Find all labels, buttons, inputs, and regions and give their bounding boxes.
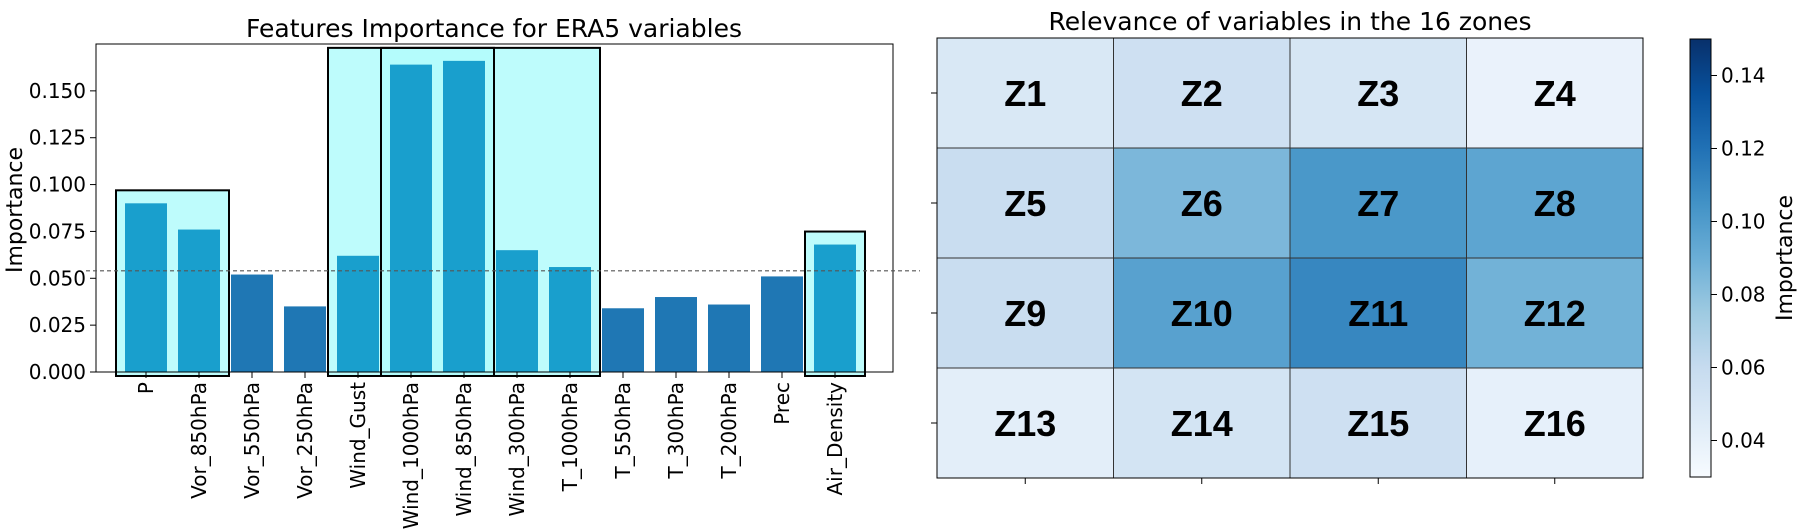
x-tick-label: Wind_850hPa bbox=[452, 382, 476, 517]
heatmap-cells: Z1 Z2 Z3 Z4 Z5 Z6 Z7 Z8 Z9 Z10 Z11 Z12 Z13 Z14 Z15 Z16 bbox=[936, 37, 1644, 479]
heatmap-cell bbox=[1466, 37, 1644, 149]
x-tick-label: Wind_Gust bbox=[346, 382, 370, 489]
zone-label: Z9 bbox=[1004, 293, 1046, 334]
zone-label: Z1 bbox=[1004, 73, 1046, 114]
highlight-box-border bbox=[380, 46, 495, 378]
bar bbox=[231, 274, 273, 372]
colorbar-tick-label: 0.06 bbox=[1721, 356, 1766, 380]
bar-chart-y-axis-label: Importance bbox=[3, 147, 28, 273]
bar bbox=[708, 304, 750, 372]
heatmap-cell bbox=[1289, 367, 1467, 479]
bar-chart-title: Features Importance for ERA5 variables bbox=[246, 14, 742, 43]
x-tick-label: T_550hPa bbox=[611, 382, 635, 479]
colorbar-tick-label: 0.08 bbox=[1721, 283, 1766, 307]
zone-label: Z4 bbox=[1534, 73, 1576, 114]
colorbar-tick-label: 0.14 bbox=[1721, 64, 1766, 88]
x-tick-label: T_1000hPa bbox=[558, 382, 582, 492]
heatmap-cell bbox=[1113, 37, 1291, 149]
colorbar-tick-label: 0.12 bbox=[1721, 137, 1766, 161]
y-tick-label: 0.000 bbox=[29, 360, 86, 384]
zone-label: Z2 bbox=[1181, 73, 1223, 114]
highlight-box-border bbox=[804, 230, 866, 377]
bar bbox=[549, 267, 591, 372]
x-tick-label: Vor_850hPa bbox=[187, 382, 211, 499]
heatmap-cell bbox=[1466, 257, 1644, 369]
heatmap-cell bbox=[1466, 367, 1644, 479]
bar bbox=[496, 250, 538, 372]
bar bbox=[390, 64, 432, 373]
colorbar-tick-label: 0.04 bbox=[1721, 429, 1766, 453]
heatmap-chart: Relevance of variables in the 16 zones Z… bbox=[931, 7, 1644, 484]
zone-label: Z12 bbox=[1524, 293, 1586, 334]
bar bbox=[178, 229, 220, 372]
colorbar: 0.04 0.06 0.08 0.10 0.12 0.14 Importance bbox=[1689, 38, 1798, 478]
heatmap-ticks bbox=[931, 92, 1556, 484]
x-tick-label: Wind_1000hPa bbox=[399, 382, 423, 529]
bar bbox=[443, 60, 485, 373]
colorbar-tick-label: 0.10 bbox=[1721, 210, 1766, 234]
bars bbox=[125, 60, 856, 373]
bar bbox=[655, 297, 697, 372]
x-tick-label: T_300hPa bbox=[664, 382, 688, 479]
zone-label: Z6 bbox=[1181, 183, 1223, 224]
heatmap-title: Relevance of variables in the 16 zones bbox=[1049, 7, 1532, 36]
highlight-box-border bbox=[115, 189, 230, 377]
bar bbox=[125, 203, 167, 372]
y-tick-label: 0.050 bbox=[29, 266, 86, 290]
x-tick-label: Vor_250hPa bbox=[293, 382, 317, 499]
heatmap-cell bbox=[1113, 147, 1291, 259]
colorbar-label: Importance bbox=[1773, 195, 1798, 321]
heatmap-cell bbox=[936, 257, 1114, 369]
y-tick-label: 0.075 bbox=[29, 219, 86, 243]
x-tick-label: Prec bbox=[770, 382, 794, 425]
bar bbox=[602, 308, 644, 372]
y-tick-label: 0.100 bbox=[29, 173, 86, 197]
zone-label: Z16 bbox=[1524, 403, 1586, 444]
heatmap-cell bbox=[1113, 257, 1291, 369]
heatmap-cell bbox=[936, 37, 1114, 149]
y-tick-label: 0.025 bbox=[29, 313, 86, 337]
colorbar-ticks: 0.04 0.06 0.08 0.10 0.12 0.14 bbox=[1711, 64, 1766, 453]
bar bbox=[761, 276, 803, 372]
x-tick-label: Vor_550hPa bbox=[240, 382, 264, 499]
bar bbox=[337, 255, 379, 372]
heatmap-cell bbox=[1466, 147, 1644, 259]
x-tick-label: Wind_300hPa bbox=[505, 382, 529, 517]
zone-label: Z3 bbox=[1357, 73, 1399, 114]
x-axis-ticks: P Vor_850hPa Vor_550hPa Vor_250hPa Wind_Gust… bbox=[134, 372, 847, 529]
zone-label: Z15 bbox=[1347, 403, 1409, 444]
y-axis-ticks: 0.000 0.025 0.050 0.075 0.100 0.125 0.150 bbox=[29, 79, 96, 384]
zone-label: Z14 bbox=[1171, 403, 1233, 444]
zone-label: Z8 bbox=[1534, 183, 1576, 224]
zone-label: Z10 bbox=[1171, 293, 1233, 334]
heatmap-frame bbox=[936, 37, 1644, 479]
x-tick-label: Air_Density bbox=[823, 382, 847, 496]
bar bbox=[814, 244, 856, 372]
y-tick-label: 0.125 bbox=[29, 126, 86, 150]
x-tick-label: P bbox=[134, 382, 158, 394]
zone-label: Z13 bbox=[994, 403, 1056, 444]
y-tick-label: 0.150 bbox=[29, 79, 86, 103]
zone-label: Z11 bbox=[1348, 293, 1408, 334]
zone-label: Z7 bbox=[1357, 183, 1399, 224]
bar-chart: Features Importance for ERA5 variables I… bbox=[3, 14, 920, 529]
bar bbox=[284, 306, 326, 372]
zone-label: Z5 bbox=[1004, 183, 1046, 224]
colorbar-gradient bbox=[1689, 38, 1712, 478]
x-tick-label: T_200hPa bbox=[717, 382, 741, 479]
